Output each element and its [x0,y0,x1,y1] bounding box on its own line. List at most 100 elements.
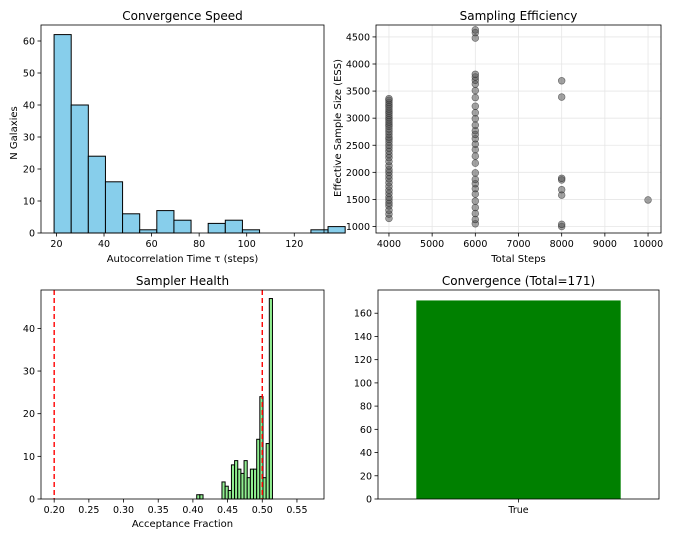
chart-title: Convergence (Total=171) [442,274,595,288]
y-tick-label: 4000 [346,60,370,71]
x-tick-label: 6000 [463,239,487,250]
scatter-point [385,94,393,103]
scatter-point [471,152,480,160]
scatter-point [471,175,480,184]
y-tick-label: 0 [29,495,35,506]
x-tick-label: 0.45 [217,505,238,516]
scatter-point [471,93,480,102]
x-tick-label: 7000 [506,239,530,250]
x-tick-label: True [507,505,528,516]
histogram-bar [268,298,273,500]
y-tick-label: 0 [29,229,35,240]
scatter-point [557,220,566,229]
x-axis-label: Acceptance Fraction [132,519,233,530]
x-tick-label: 0.55 [286,505,307,516]
x-tick-label: 120 [285,239,303,250]
y-tick-label: 120 [354,355,372,366]
scatter-point [644,196,652,204]
histogram-bar [122,213,141,234]
y-tick-label: 2500 [346,141,370,152]
y-tick-label: 100 [354,378,372,389]
chart-title: Sampler Health [136,274,229,288]
scatter-point [471,203,480,212]
x-tick-label: 40 [98,239,110,250]
x-tick-label: 60 [146,239,158,250]
panel-convergence-total: Convergence (Total=171) 0 20 40 60 80 100 120 1… [354,274,660,516]
x-tick-label: 80 [193,239,205,250]
y-tick-label: 30 [23,133,35,144]
histogram-bar [87,155,106,234]
axes-frame [40,289,325,500]
y-tick-label: 0 [366,495,372,506]
scatter-point [471,121,480,129]
axes-frame [375,24,662,234]
axes-frame [377,289,660,500]
x-axis-label: Total Steps [490,254,546,265]
histogram-bar [53,34,72,234]
histogram-bar [310,229,329,234]
y-tick-label: 1500 [346,195,370,206]
axes-frame [40,24,325,234]
x-tick-label: 8000 [550,239,574,250]
y-tick-label: 60 [23,37,35,48]
y-tick-label: 3500 [346,87,370,98]
panel-sampler-health: Sampler Health Acceptance Fraction 0 10 20… [23,274,325,530]
scatter-point [471,86,480,95]
y-tick-label: 40 [23,101,35,112]
histogram-bar [207,222,226,234]
y-tick-label: 4500 [346,32,370,43]
panel-sampling-efficiency: Sampling Efficiency Effective Sample Siz… [333,9,663,265]
panel-convergence-speed: Convergence Speed N Galaxies Autocorrela… [9,9,346,265]
bar [416,300,621,499]
scatter-point [557,77,566,85]
histogram-bar [104,181,124,234]
x-tick-label: 5000 [420,239,444,250]
y-tick-label: 20 [360,471,372,482]
x-tick-label: 0.25 [78,505,99,516]
scatter-point [471,102,480,110]
x-tick-label: 20 [50,239,62,250]
plot-area: 0 10 20 30 40 0.20 0.25 0.30 0.35 0.40 0.45 0.50 0.5… [23,290,308,516]
x-tick-label: 0.50 [252,505,273,516]
x-tick-label: 0.30 [113,505,134,516]
y-tick-label: 20 [23,409,35,420]
x-tick-label: 9000 [593,239,617,250]
y-tick-label: 40 [23,324,35,335]
y-tick-label: 140 [354,332,372,343]
scatter-point [471,169,480,177]
y-tick-label: 3000 [346,114,370,125]
y-tick-label: 30 [23,367,35,378]
y-tick-label: 2000 [346,168,370,179]
plot-area: 0 10 20 30 40 50 60 20 40 60 80 100 120 [23,34,346,250]
y-tick-label: 10 [23,452,35,463]
x-tick-label: 4000 [377,239,401,250]
y-tick-label: 1000 [346,222,370,233]
x-tick-label: 0.35 [148,505,169,516]
plot-area: 0 20 40 60 80 100 120 140 160 True [354,300,621,516]
y-tick-label: 50 [23,69,35,80]
histogram-bar [224,219,243,234]
histogram-bar [173,219,192,234]
scatter-point [471,70,480,78]
scatter-point [471,26,480,34]
x-tick-label: 0.20 [44,505,65,516]
y-tick-label: 40 [360,448,372,459]
scatter-point [557,174,566,182]
y-axis-label: Effective Sample Size (ESS) [333,59,344,197]
histogram-bar [70,104,89,234]
y-tick-label: 20 [23,165,35,176]
histogram-bar [241,229,261,234]
histogram-bar [156,210,175,234]
x-tick-label: 0.40 [182,505,203,516]
y-tick-label: 80 [360,402,372,413]
x-axis-label: Autocorrelation Time τ (steps) [107,254,259,265]
x-tick-label: 10000 [633,239,663,250]
scatter-point [557,93,566,101]
histogram-bar [327,226,346,234]
histogram-bar [199,494,204,500]
scatter-point [557,185,566,194]
scatter-point [471,197,480,205]
chart-title: Convergence Speed [122,9,243,23]
x-tick-label: 100 [238,239,256,250]
